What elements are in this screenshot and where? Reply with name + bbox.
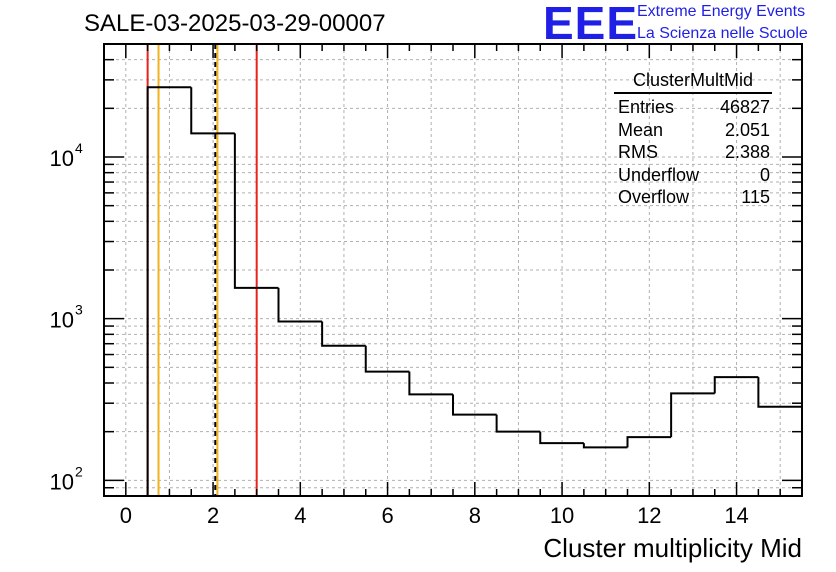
histogram-bin (190, 87, 235, 135)
x-tick-label: 4 (294, 503, 306, 528)
stats-box: ClusterMultMid Entries 46827 Mean 2.051 … (614, 70, 774, 209)
run-title: SALE-03-2025-03-29-00007 (84, 10, 386, 37)
x-tick-label: 6 (381, 503, 393, 528)
stats-label: Mean (618, 119, 664, 140)
histogram-bin (626, 436, 672, 448)
histogram-bin (495, 414, 541, 433)
stats-row-overflow: Overflow 115 (614, 186, 774, 209)
x-tick-label: 10 (550, 503, 574, 528)
axis-ticks (104, 43, 803, 497)
histogram-bin (321, 321, 366, 347)
stats-row-rms: RMS 2.388 (614, 141, 774, 164)
histogram-bin (233, 133, 279, 289)
stats-label: Underflow (618, 164, 700, 185)
x-axis-title: Cluster multiplicity Mid (543, 533, 802, 563)
y-tick-label: 10 (50, 308, 74, 333)
logo-line-2: La Scienza nelle Scuole (637, 25, 808, 42)
y-tick-label: 10 (50, 469, 74, 494)
histogram-bin (670, 392, 715, 438)
histogram-bin (539, 431, 584, 445)
stats-label: Entries (618, 97, 675, 117)
stats-value: 46827 (719, 97, 770, 117)
y-tick-exponent: 2 (75, 463, 83, 479)
stats-label: RMS (618, 142, 658, 162)
histogram-series (146, 86, 803, 496)
y-tick-label: 10 (50, 146, 74, 171)
y-tick-exponent: 3 (75, 302, 83, 318)
logo-line-1: Extreme Energy Events (637, 3, 806, 20)
stats-label: Overflow (618, 187, 690, 207)
eee-logo: EEE (543, 0, 639, 49)
x-tick-label: 14 (724, 503, 748, 528)
stats-value: 115 (741, 187, 770, 207)
histogram-bin (146, 86, 192, 496)
y-tick-exponent: 4 (75, 140, 83, 156)
histogram-bin (364, 345, 410, 373)
histogram-bin (277, 287, 323, 323)
stats-title: ClusterMultMid (614, 70, 772, 94)
histogram-bin (713, 376, 759, 394)
histogram-bin (408, 371, 453, 396)
stats-row-entries: Entries 46827 (614, 96, 774, 119)
stats-row-mean: Mean 2.051 (614, 119, 774, 142)
x-tick-label: 2 (207, 503, 219, 528)
stats-value: 2.051 (724, 119, 770, 140)
histogram-bin (582, 443, 628, 449)
x-tick-label: 0 (120, 503, 132, 528)
stats-row-underflow: Underflow 0 (614, 164, 774, 187)
histogram-bin (452, 394, 497, 416)
x-tick-label: 12 (637, 503, 661, 528)
x-tick-label: 8 (469, 503, 481, 528)
stats-value: 0 (759, 164, 770, 185)
stats-value: 2.388 (724, 142, 770, 162)
